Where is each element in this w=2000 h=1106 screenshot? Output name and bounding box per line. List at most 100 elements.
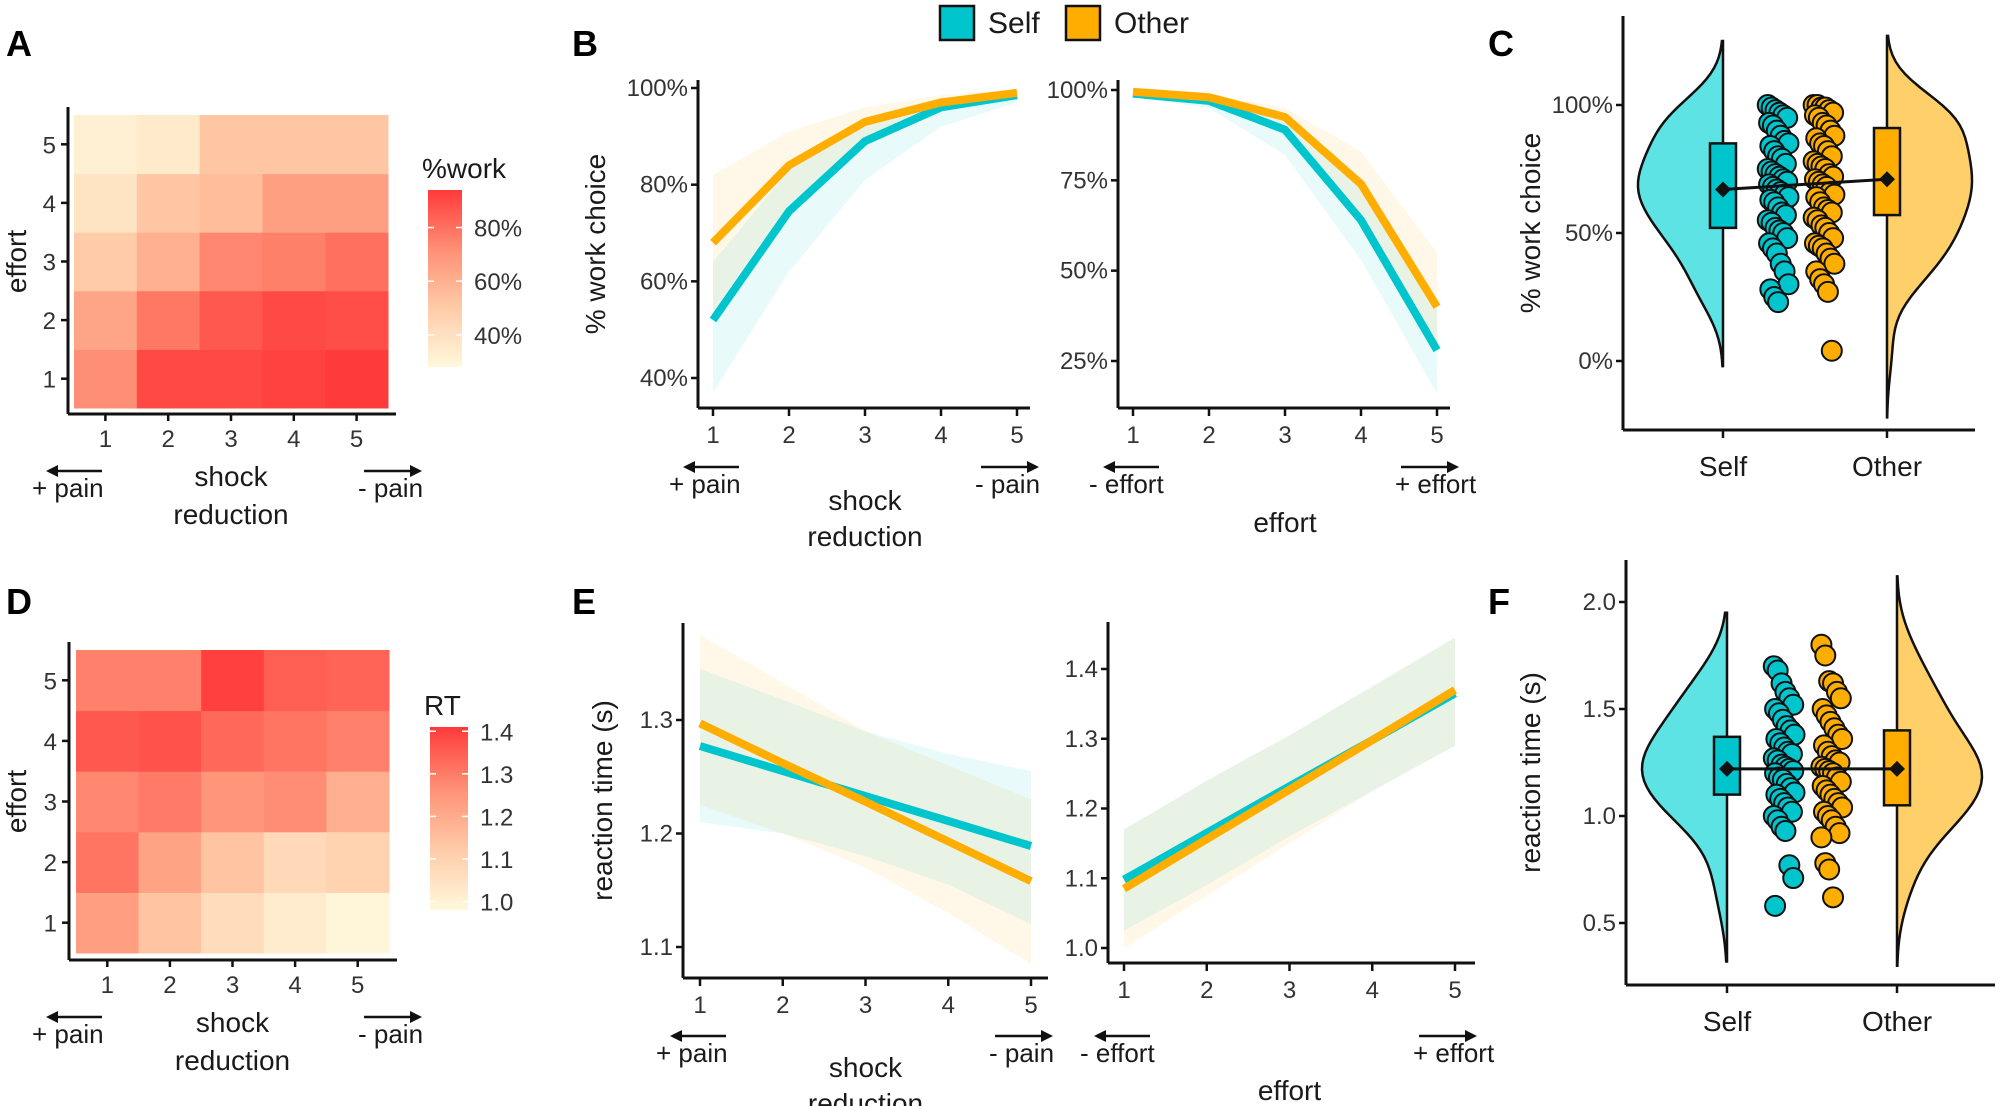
panel-label-e: E [572,581,596,622]
heatmap-cell-e3-s4 [262,232,326,292]
mean-marker-self [1719,760,1735,777]
heatmap-cell-e5-s3 [199,115,263,175]
heatmap-cell-e5-s4 [262,115,326,175]
data-point-self [1774,819,1797,842]
x-tick-label: 1 [693,992,706,1019]
y-tick-label: 25% [1060,348,1108,375]
ci-ribbon-other [1133,90,1437,351]
direction-label-right: - pain [989,1038,1054,1068]
x-tick-label: 2 [162,426,175,453]
heatmap-cell-e1-s2 [136,349,201,409]
arrow-right-head-icon [1027,461,1039,473]
y-tick-label: 1.0 [1065,935,1098,962]
y-axis-title: reaction time (s) [1515,672,1546,873]
heatmap-cell-e5-s1 [76,650,140,712]
y-tick-label: 4 [44,729,57,756]
y-tick-label: 50% [1565,220,1613,247]
panel-e-shock-line-chart: 1 2 3 4 5 1.1 1.2 1.3 reaction time (s) shock redu… [587,623,1054,1106]
x-tick-label: 3 [1278,422,1291,449]
violin-self [1636,39,1725,368]
heatmap-cell-e2-s4 [262,290,326,350]
y-tick-label: 100% [1552,92,1613,119]
legend-label-self: Self [988,7,1040,40]
heatmap-cell-e2-s2 [138,831,202,893]
direction-label-right: - pain [358,1019,423,1049]
x-tick-label: 2 [1202,422,1215,449]
x-tick-label: 5 [1010,422,1023,449]
y-axis-title: % work choice [580,154,611,335]
heatmap-cell-e5-s1 [74,115,138,175]
y-tick-label: 0.5 [1583,910,1616,937]
data-point-self [1767,291,1790,314]
line-other [1121,686,1458,893]
data-point-other [1829,687,1852,710]
y-tick-label: 5 [43,132,56,159]
direction-label-left: + pain [669,469,741,499]
heatmap-cell-e4-s5 [325,173,389,233]
heatmap-cell-e5-s5 [326,650,390,712]
arrow-left-head-icon [1103,461,1115,473]
x-tick-label: 3 [1283,977,1296,1004]
mean-marker-other [1879,171,1895,188]
heatmap-cell-e5-s4 [263,650,327,712]
direction-label-right: - pain [358,473,423,503]
x-tick-label: 4 [1366,977,1379,1004]
heatmap-cell-e2-s1 [74,290,138,350]
arrow-left-head-icon [1094,1030,1106,1042]
x-tick-label: 5 [350,426,363,453]
data-point-other [1828,822,1851,845]
ci-ribbon-other [713,89,1017,311]
data-point-other [1823,252,1846,275]
arrow-right-head-icon [410,465,422,477]
x-axis-title-line1: shock [829,1052,903,1083]
y-tick-label: 4 [43,191,56,218]
y-tick-label: 75% [1060,167,1108,194]
heatmap-cell-e1-s4 [263,892,327,954]
x-tick-label: Other [1862,1006,1932,1037]
x-axis-title: effort [1253,507,1317,538]
x-tick-label: Other [1852,451,1922,482]
colorbar-tick-label: 1.4 [480,719,513,746]
x-tick-label: 3 [226,972,239,999]
heatmap-cell-e5-s3 [201,650,265,712]
heatmap-cell-e4-s3 [201,710,265,772]
heatmap-cell-e2-s1 [76,831,140,893]
legend-swatch-other [1064,4,1102,42]
y-tick-label: 1.2 [1065,796,1098,823]
y-tick-label: 3 [44,790,57,817]
x-tick-label: 3 [224,426,237,453]
colorbar-tick-label: 1.1 [480,847,513,874]
data-point-other [1818,858,1841,881]
x-tick-label: Self [1699,451,1747,482]
x-tick-label: 2 [163,972,176,999]
heatmap-cell-e1-s1 [76,892,140,954]
x-tick-label: 4 [288,972,301,999]
y-tick-label: 1.0 [1583,803,1616,830]
colorbar-tick-label: 40% [474,323,522,350]
x-axis-title-line2: reduction [807,521,922,552]
colorbar-tick-label: 1.3 [480,762,513,789]
panel-label-b: B [572,23,598,64]
arrow-right-head-icon [410,1011,422,1023]
panel-label-c: C [1488,23,1514,64]
legend-swatch-self [938,4,976,42]
x-axis-title-line1: shock [196,1007,270,1038]
heatmap-cell-e3-s4 [263,771,327,833]
arrow-left-head-icon [670,1030,682,1042]
data-point-other [1822,886,1845,909]
heatmap-cell-e3-s1 [74,232,138,292]
mean-connector-line [1722,177,1888,191]
heatmap-cell-e1-s4 [262,349,326,409]
y-tick-label: 2 [43,308,56,335]
arrow-right-head-icon [1465,1030,1477,1042]
x-tick-label: 3 [859,992,872,1019]
y-tick-label: 1.1 [1065,865,1098,892]
x-tick-label: 4 [287,426,300,453]
x-tick-label: 5 [1430,422,1443,449]
violin-other [1885,34,1974,419]
x-axis-title-line2: reduction [175,1045,290,1076]
heatmap-cell-e3-s2 [138,771,202,833]
heatmap-cell-e1-s1 [74,349,138,409]
data-point-other [1816,280,1839,303]
